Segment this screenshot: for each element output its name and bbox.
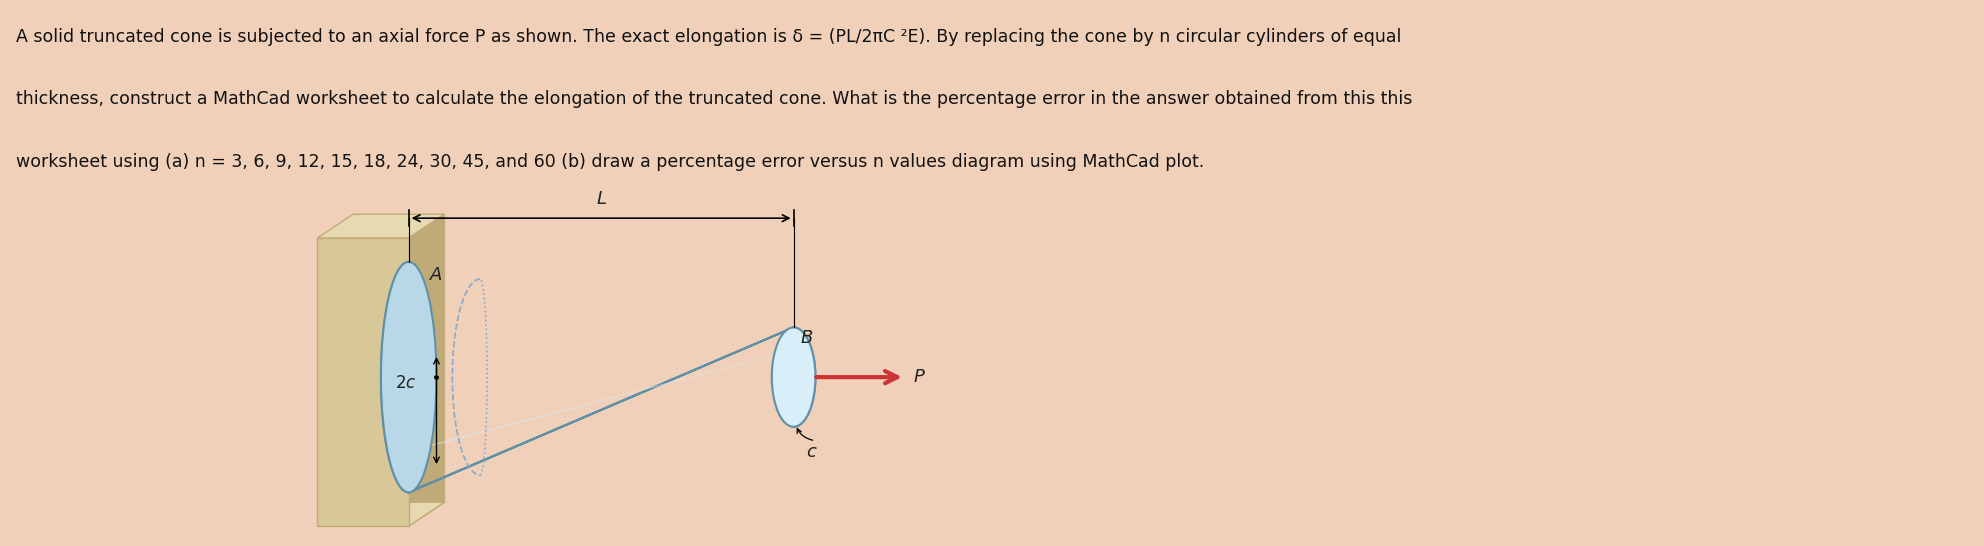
Text: $A$: $A$ <box>429 266 442 284</box>
Text: thickness, construct a MathCad worksheet to calculate the elongation of the trun: thickness, construct a MathCad worksheet… <box>16 91 1413 109</box>
Text: $B$: $B$ <box>800 329 813 347</box>
Polygon shape <box>317 214 444 238</box>
Text: $L$: $L$ <box>595 190 607 208</box>
Text: $P$: $P$ <box>913 368 925 386</box>
Text: $2c$: $2c$ <box>395 374 417 392</box>
Text: A solid truncated cone is subjected to an axial force P as shown. The exact elon: A solid truncated cone is subjected to a… <box>16 28 1401 46</box>
Polygon shape <box>393 303 804 452</box>
Bar <box>317 238 409 526</box>
Text: $c$: $c$ <box>806 443 817 461</box>
Polygon shape <box>381 262 815 492</box>
Ellipse shape <box>772 328 815 427</box>
Polygon shape <box>409 214 444 526</box>
Text: worksheet using (a) n = 3, 6, 9, 12, 15, 18, 24, 30, 45, and 60 (b) draw a perce: worksheet using (a) n = 3, 6, 9, 12, 15,… <box>16 152 1204 170</box>
Ellipse shape <box>381 262 436 492</box>
Polygon shape <box>317 502 444 526</box>
